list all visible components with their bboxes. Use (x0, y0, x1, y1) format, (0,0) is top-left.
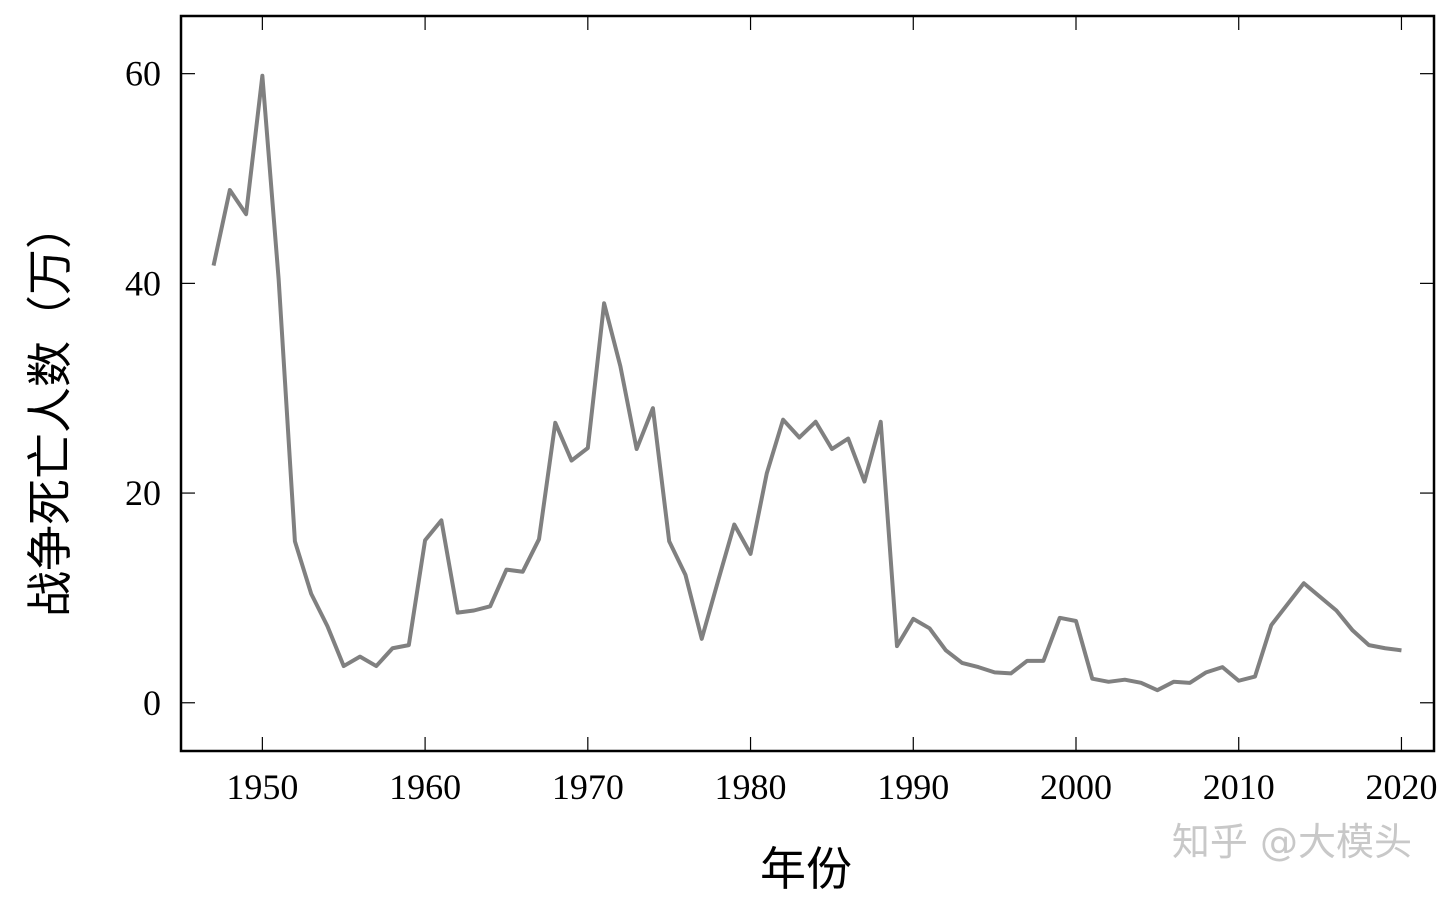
data-line (211, 73, 1402, 693)
y-tick-label: 0 (143, 683, 161, 723)
x-tick-label: 2010 (1203, 767, 1275, 807)
watermark: 知乎 @大模头 (1172, 820, 1412, 864)
x-tick-label: 1960 (389, 767, 461, 807)
x-tick-label: 1980 (715, 767, 787, 807)
plot-frame (179, 14, 1436, 753)
x-tick-label: 1970 (552, 767, 624, 807)
x-tick-label: 2020 (1365, 767, 1437, 807)
x-axis-label: 年份 (760, 844, 852, 895)
x-tick-label: 1990 (877, 767, 949, 807)
x-tick-label: 2000 (1040, 767, 1112, 807)
y-tick-label: 60 (125, 54, 161, 94)
y-tick-label: 20 (125, 473, 161, 513)
y-axis-label: 战争死亡人数（万） (25, 203, 76, 617)
y-tick-label: 40 (125, 263, 161, 303)
x-tick-label: 1950 (226, 767, 298, 807)
